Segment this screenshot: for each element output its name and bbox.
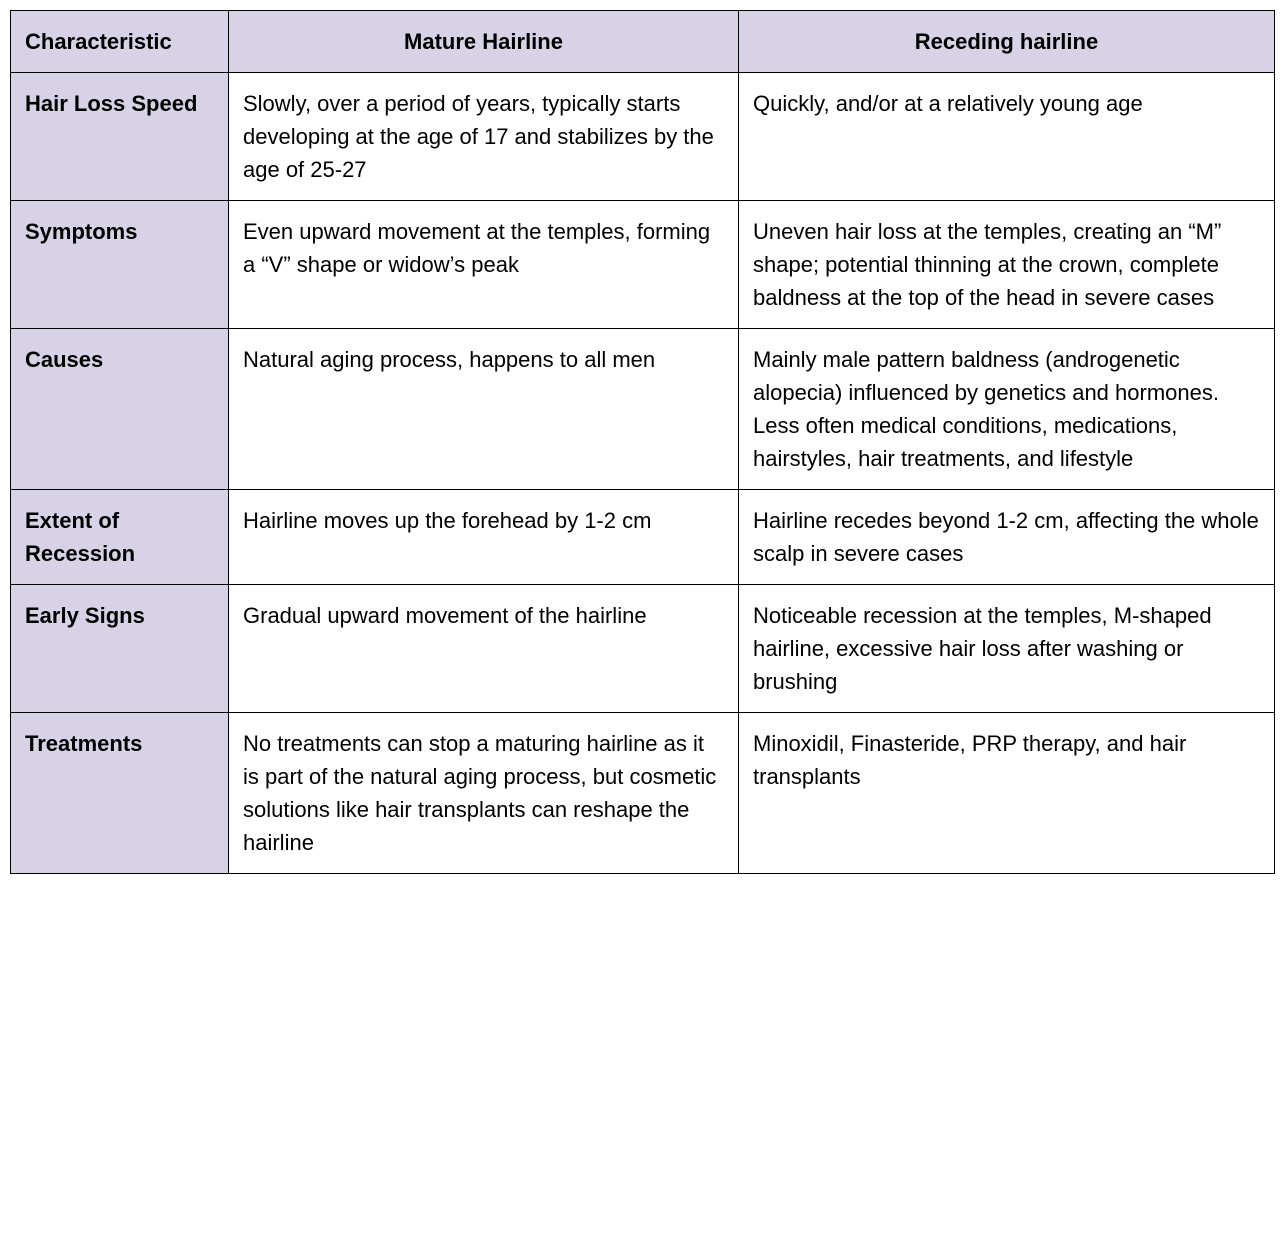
row-receding: Uneven hair loss at the temples, creatin…: [739, 201, 1275, 329]
row-characteristic: Symptoms: [11, 201, 229, 329]
row-receding: Hairline recedes beyond 1-2 cm, affectin…: [739, 490, 1275, 585]
table-row: Early Signs Gradual upward movement of t…: [11, 585, 1275, 713]
row-characteristic: Causes: [11, 329, 229, 490]
row-mature: Slowly, over a period of years, typicall…: [229, 73, 739, 201]
header-characteristic: Characteristic: [11, 11, 229, 73]
header-receding: Receding hairline: [739, 11, 1275, 73]
table-row: Hair Loss Speed Slowly, over a period of…: [11, 73, 1275, 201]
row-receding: Mainly male pattern baldness (androgenet…: [739, 329, 1275, 490]
table-header-row: Characteristic Mature Hairline Receding …: [11, 11, 1275, 73]
row-receding: Quickly, and/or at a relatively young ag…: [739, 73, 1275, 201]
row-characteristic: Hair Loss Speed: [11, 73, 229, 201]
table-row: Extent of Recession Hairline moves up th…: [11, 490, 1275, 585]
table-row: Treatments No treatments can stop a matu…: [11, 713, 1275, 874]
table-row: Symptoms Even upward movement at the tem…: [11, 201, 1275, 329]
comparison-table: Characteristic Mature Hairline Receding …: [10, 10, 1275, 874]
row-characteristic: Early Signs: [11, 585, 229, 713]
row-mature: Natural aging process, happens to all me…: [229, 329, 739, 490]
header-mature: Mature Hairline: [229, 11, 739, 73]
row-mature: Gradual upward movement of the hairline: [229, 585, 739, 713]
row-mature: Even upward movement at the temples, for…: [229, 201, 739, 329]
row-receding: Noticeable recession at the temples, M-s…: [739, 585, 1275, 713]
table-row: Causes Natural aging process, happens to…: [11, 329, 1275, 490]
row-characteristic: Treatments: [11, 713, 229, 874]
row-characteristic: Extent of Recession: [11, 490, 229, 585]
row-mature: Hairline moves up the forehead by 1-2 cm: [229, 490, 739, 585]
row-receding: Minoxidil, Finasteride, PRP therapy, and…: [739, 713, 1275, 874]
row-mature: No treatments can stop a maturing hairli…: [229, 713, 739, 874]
